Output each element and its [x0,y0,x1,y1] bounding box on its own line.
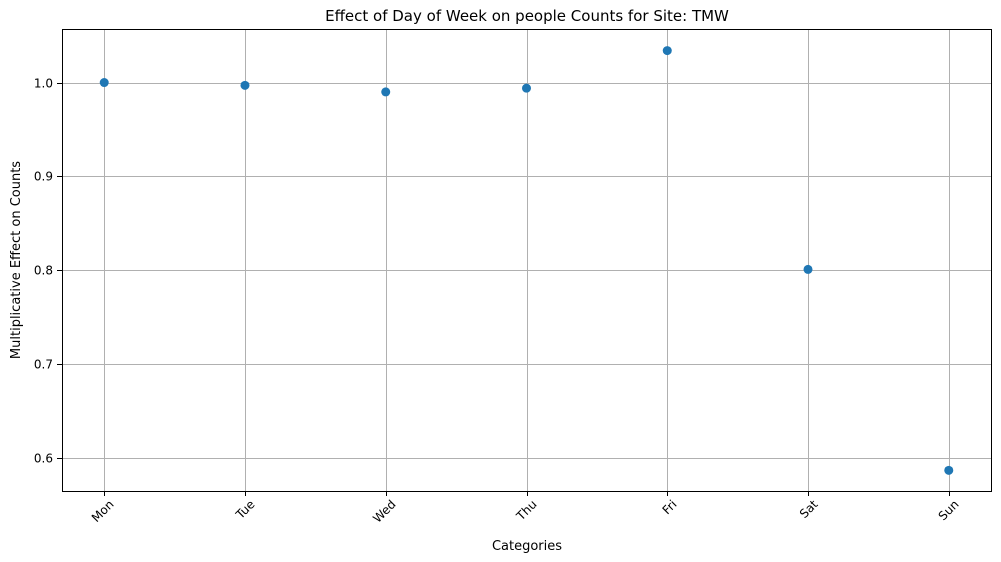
x-tick-label-mon: Mon [89,497,117,525]
data-point-sun [944,465,954,475]
x-tick-label-fri: Fri [660,497,680,517]
y-tick-label: 0.6 [34,452,53,466]
chart-title: Effect of Day of Week on people Counts f… [325,7,729,25]
y-tick-label: 0.9 [34,170,53,184]
x-tick-label-wed: Wed [370,497,398,525]
y-tick-label: 1.0 [34,77,53,91]
x-axis-label: Categories [492,539,562,554]
points-layer [99,46,954,475]
grid-layer [62,29,991,491]
y-axis-label: Multiplicative Effect on Counts [9,161,24,359]
x-tick-label-sun: Sun [936,497,962,523]
y-tick-label: 0.7 [34,358,53,372]
data-point-tue [240,80,250,90]
data-point-fri [662,46,672,56]
y-tick-label: 0.8 [34,264,53,278]
x-tick-label-sat: Sat [797,497,821,521]
data-point-wed [381,87,391,97]
data-point-thu [522,83,531,93]
x-tick-label-thu: Thu [513,497,540,524]
data-point-sat [803,264,813,274]
data-point-mon [99,78,109,88]
x-tick-label-tue: Tue [233,497,258,522]
